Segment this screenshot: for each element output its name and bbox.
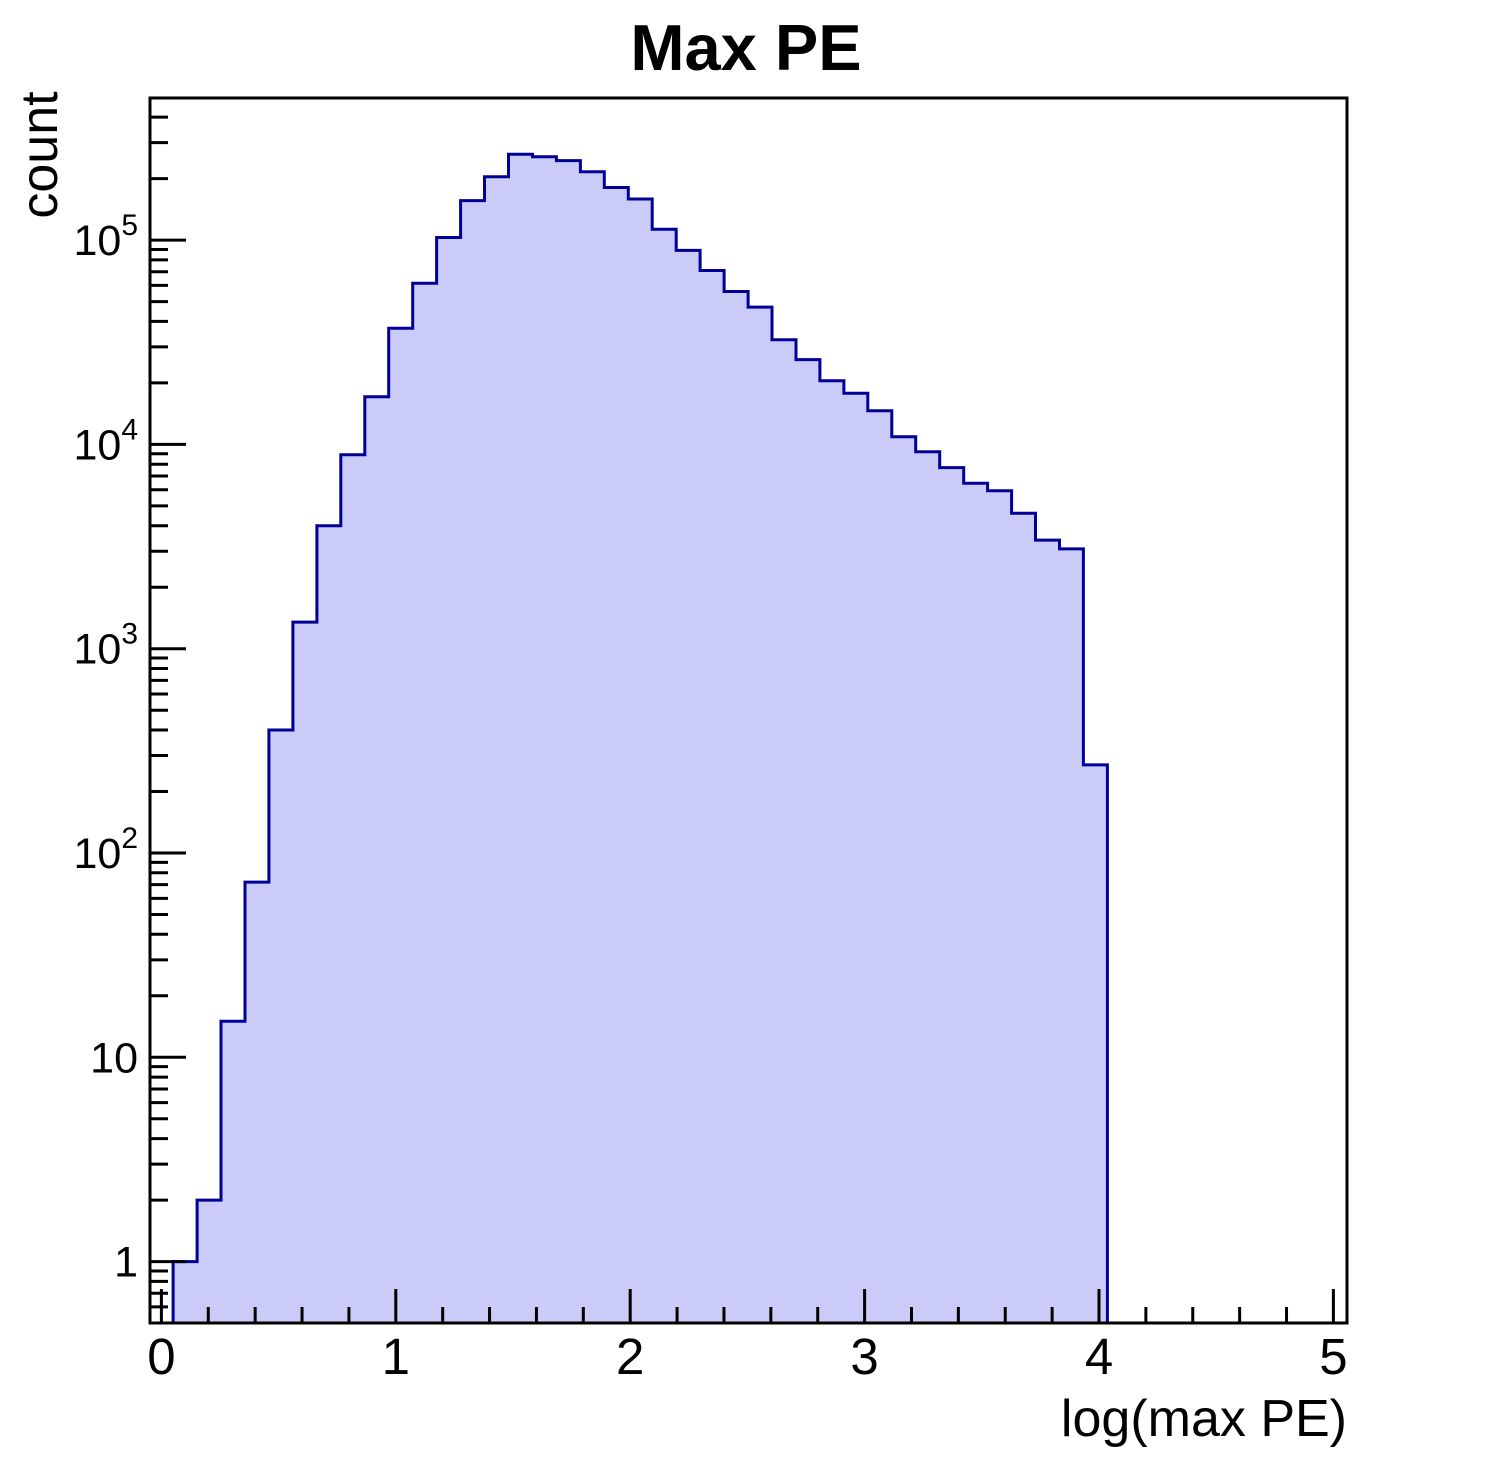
x-tick-label: 0 [147, 1328, 175, 1385]
chart-title: Max PE [630, 11, 861, 84]
y-tick-label: 10 [90, 1034, 138, 1082]
y-axis-title: count [11, 91, 69, 219]
x-tick-label: 5 [1319, 1328, 1347, 1385]
x-axis-title: log(max PE) [1061, 1390, 1347, 1448]
x-axis-tick-labels: 0 1 2 3 4 5 [147, 1328, 1347, 1385]
y-tick-label: 105 [73, 209, 138, 265]
y-tick-label: 1 [114, 1239, 138, 1287]
y-axis-major-ticks [150, 238, 186, 1264]
x-tick-label: 2 [616, 1328, 644, 1385]
y-axis-minor-ticks [150, 115, 168, 1309]
y-tick-label: 104 [73, 413, 138, 469]
y-tick-label: 102 [73, 822, 138, 878]
histogram-area [171, 152, 1109, 1325]
y-axis-tick-labels: 1 10 102 103 104 105 [73, 209, 138, 1287]
x-tick-label: 4 [1085, 1328, 1113, 1385]
x-tick-label: 1 [382, 1328, 410, 1385]
x-tick-label: 3 [850, 1328, 878, 1385]
y-tick-label: 103 [73, 618, 138, 674]
x-axis-minor-ticks [206, 1307, 1289, 1323]
